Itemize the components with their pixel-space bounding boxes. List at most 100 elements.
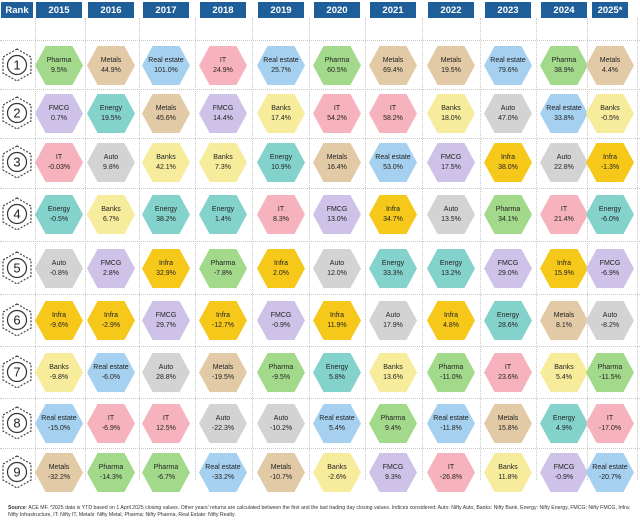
rank-number: 6 bbox=[13, 313, 20, 328]
sector-return: -11.5% bbox=[599, 373, 621, 381]
year-header: 2016 bbox=[88, 2, 134, 18]
sector-hex-cell: Pharma -14.3% bbox=[87, 453, 135, 492]
sector-return: 19.5% bbox=[441, 66, 461, 74]
sector-name: Real estate bbox=[433, 414, 469, 422]
year-header: 2017 bbox=[143, 2, 189, 18]
sector-hex-cell: IT 21.4% bbox=[540, 195, 588, 234]
column-divider bbox=[536, 18, 537, 480]
sector-hex-cell: Metals -19.5% bbox=[199, 353, 247, 392]
sector-name: Banks bbox=[554, 363, 574, 371]
sector-hex-cell: Banks 18.0% bbox=[427, 94, 475, 133]
sector-name: Energy bbox=[598, 205, 622, 213]
sector-hex-cell: Auto 9.8% bbox=[87, 143, 135, 182]
sector-return: 69.4% bbox=[383, 66, 403, 74]
rank-badge-icon: 8 bbox=[0, 406, 34, 440]
column-divider bbox=[587, 18, 588, 480]
sector-return: -7.8% bbox=[213, 269, 233, 277]
sector-name: IT bbox=[219, 56, 227, 64]
sector-name: Banks bbox=[600, 104, 620, 112]
sector-return: -2.9% bbox=[101, 321, 121, 329]
sector-name: Auto bbox=[443, 205, 459, 213]
sector-name: Pharma bbox=[551, 56, 577, 64]
sector-name: Real estate bbox=[205, 463, 241, 471]
sector-hex-cell: Infra 32.9% bbox=[142, 249, 190, 288]
sector-name: FMCG bbox=[440, 153, 462, 161]
sector-return: 9.5% bbox=[51, 66, 67, 74]
sector-hex-cell: Real estate 79.6% bbox=[484, 46, 532, 85]
sector-name: Energy bbox=[47, 205, 71, 213]
sector-name: Metals bbox=[212, 363, 234, 371]
sector-hex-cell: FMCG 0.7% bbox=[35, 94, 83, 133]
sector-return: -10.2% bbox=[269, 424, 293, 432]
sector-hex-cell: Banks -0.5% bbox=[586, 94, 634, 133]
sector-hex-cell: Energy -0.5% bbox=[35, 195, 83, 234]
sector-name: Energy bbox=[439, 259, 463, 267]
sector-hex-cell: IT 8.3% bbox=[257, 195, 305, 234]
sector-name: IT bbox=[333, 104, 341, 112]
sector-name: IT bbox=[277, 205, 285, 213]
sector-hex-cell: FMCG -0.9% bbox=[257, 301, 305, 340]
sector-name: Metals bbox=[599, 56, 621, 64]
sector-name: Pharma bbox=[324, 56, 350, 64]
sector-return: -11.8% bbox=[440, 424, 462, 432]
year-header: 2015 bbox=[36, 2, 82, 18]
sector-hex-cell: Banks -9.8% bbox=[35, 353, 83, 392]
rank-badge-icon: 1 bbox=[0, 48, 34, 82]
sector-return: -14.3% bbox=[99, 473, 123, 481]
sector-name: IT bbox=[447, 463, 455, 471]
sector-return: 53.0% bbox=[383, 163, 403, 171]
sector-return: 7.3% bbox=[215, 163, 231, 171]
rank-number: 7 bbox=[13, 365, 20, 380]
sector-name: Real estate bbox=[93, 363, 129, 371]
column-divider bbox=[365, 18, 366, 480]
year-header: 2020 bbox=[314, 2, 360, 18]
sector-hex-cell: IT -17.0% bbox=[586, 404, 634, 443]
sector-hex-cell: Pharma -6.7% bbox=[142, 453, 190, 492]
year-header: 2024 bbox=[541, 2, 587, 18]
sector-hex-cell: IT 23.6% bbox=[484, 353, 532, 392]
sector-return: 8.1% bbox=[556, 321, 572, 329]
sector-hex-cell: Infra 11.9% bbox=[313, 301, 361, 340]
sector-return: 24.9% bbox=[213, 66, 233, 74]
sector-hex-cell: Pharma 60.5% bbox=[313, 46, 361, 85]
sector-name: Energy bbox=[211, 205, 235, 213]
sector-hex-cell: Energy 5.8% bbox=[313, 353, 361, 392]
sector-hex-cell: Real estate -11.8% bbox=[427, 404, 475, 443]
sector-returns-grid: Rank 2015 2016 2017 2018 2019 2020 2021 2022 2023… bbox=[0, 2, 640, 492]
sector-return: 17.4% bbox=[271, 114, 291, 122]
sector-name: Banks bbox=[156, 153, 176, 161]
sector-return: 11.9% bbox=[327, 321, 347, 329]
sector-hex-cell: Pharma 34.1% bbox=[484, 195, 532, 234]
sector-return: 28.6% bbox=[498, 321, 518, 329]
sector-hex-cell: Infra -9.6% bbox=[35, 301, 83, 340]
sector-hex-cell: Pharma -9.5% bbox=[257, 353, 305, 392]
sector-hex-cell: Infra 4.8% bbox=[427, 301, 475, 340]
sector-name: FMCG bbox=[326, 205, 348, 213]
sector-return: 33.3% bbox=[383, 269, 403, 277]
sector-return: -0.03% bbox=[47, 163, 71, 171]
sector-name: Pharma bbox=[597, 363, 623, 371]
sector-hex-cell: IT 24.9% bbox=[199, 46, 247, 85]
sector-return: -6.0% bbox=[600, 215, 620, 223]
sector-hex-cell: Energy 1.4% bbox=[199, 195, 247, 234]
sector-return: 16.4% bbox=[327, 163, 347, 171]
sector-name: Auto bbox=[103, 153, 119, 161]
row-divider bbox=[0, 346, 640, 347]
sector-hex-cell: Auto 13.5% bbox=[427, 195, 475, 234]
row-divider bbox=[0, 241, 640, 242]
sector-name: Real estate bbox=[490, 56, 526, 64]
sector-hex-cell: Pharma -7.8% bbox=[199, 249, 247, 288]
sector-return: 34.7% bbox=[383, 215, 403, 223]
sector-return: -10.7% bbox=[269, 473, 293, 481]
sector-hex-cell: Metals 4.4% bbox=[586, 46, 634, 85]
column-divider bbox=[422, 18, 423, 480]
sector-return: -11.0% bbox=[440, 373, 462, 381]
rank-number: 5 bbox=[13, 261, 20, 276]
year-header: 2021 bbox=[370, 2, 416, 18]
sector-return: 10.9% bbox=[271, 163, 291, 171]
sector-hex-cell: FMCG 13.0% bbox=[313, 195, 361, 234]
sector-name: FMCG bbox=[100, 259, 122, 267]
column-divider bbox=[309, 18, 310, 480]
sector-hex-cell: Pharma -11.0% bbox=[427, 353, 475, 392]
sector-return: 14.4% bbox=[213, 114, 233, 122]
